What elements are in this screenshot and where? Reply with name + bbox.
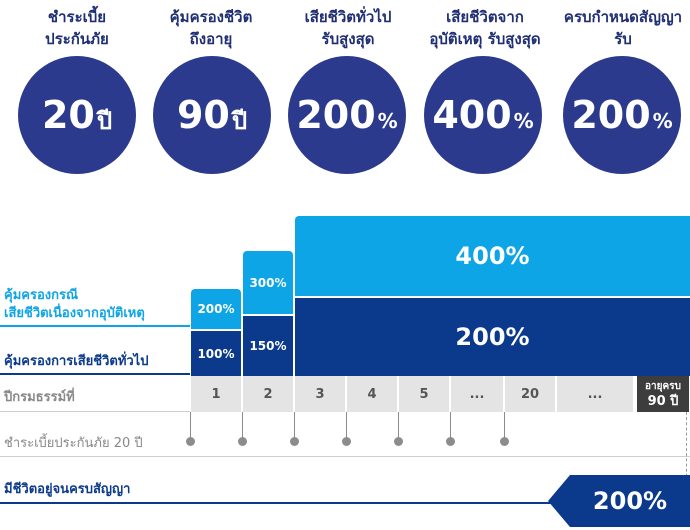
header-line1: คุ้มครองชีวิต	[169, 8, 253, 26]
bar-y2-accident: 300%	[243, 251, 293, 314]
maturity-badge-shape	[548, 475, 690, 527]
circle-value: 20	[41, 93, 95, 137]
header-death-general: เสียชีวิตทั่วไป รับสูงสุด	[278, 6, 418, 50]
bar-label: 400%	[455, 242, 530, 270]
legend-accident-underline	[0, 325, 190, 327]
bar-y3-general: 200%	[295, 298, 690, 376]
bar-label: 100%	[197, 346, 235, 361]
maturity-value-text: 200%	[592, 487, 668, 515]
maturity-value: 200%	[570, 475, 690, 527]
premium-tick	[242, 412, 243, 438]
legend-general: คุ้มครองการเสียชีวิตทั่วไป	[4, 354, 149, 369]
circle-death-general: 200 %	[288, 56, 406, 174]
bar-label: 200%	[455, 323, 530, 351]
policy-year-label: ปีกรมธรรม์ที่	[4, 390, 75, 405]
legend-accident-line1: คุ้มครองกรณี	[4, 288, 79, 303]
bar-label: 150%	[249, 339, 287, 353]
premium-tick	[190, 412, 191, 438]
legend-general-underline	[0, 373, 190, 375]
premium-tick	[294, 412, 295, 438]
header-death-accident: เสียชีวิตจาก อุบัติเหตุ รับสูงสุด	[415, 6, 555, 50]
premium-dot	[186, 437, 195, 446]
premium-dot	[238, 437, 247, 446]
maturity-arrow-badge	[548, 475, 690, 527]
premium-dot	[500, 437, 509, 446]
bar-label: 300%	[249, 275, 287, 290]
premium-dot	[446, 437, 455, 446]
premium-tick	[504, 412, 505, 438]
circle-maturity: 200 %	[563, 56, 681, 174]
policy-year-cell: ...	[451, 376, 503, 412]
bar-y2-general: 150%	[243, 316, 293, 376]
header-line2: ประกันภัย	[45, 30, 109, 48]
premium-underline	[0, 456, 690, 457]
header-line2: อุบัติเหตุ รับสูงสุด	[429, 30, 541, 48]
header-line2: รับสูงสุด	[321, 30, 375, 48]
header-line1: ครบกำหนดสัญญา	[563, 8, 683, 26]
circle-unit: %	[652, 109, 673, 133]
policy-year-cell: 5	[399, 376, 449, 412]
premium-dot	[290, 437, 299, 446]
end-cell-line2: 90 ปี	[647, 394, 679, 409]
header-coverage: คุ้มครองชีวิต ถึงอายุ	[141, 6, 281, 50]
premium-tick	[346, 412, 347, 438]
maturity-label: มีชีวิตอยู่จนครบสัญญา	[4, 482, 131, 497]
legend-accident-line2: เสียชีวิตเนื่องจากอุบัติเหตุ	[4, 306, 145, 321]
policy-year-cell: 1	[191, 376, 241, 412]
policy-year-end-cell: อายุครบ 90 ปี	[637, 376, 689, 412]
premium-label: ชำระเบี้ยประกันภัย 20 ปี	[4, 436, 143, 451]
policy-year-cell: 2	[243, 376, 293, 412]
header-line2: รับ	[614, 30, 632, 48]
circle-value: 200	[571, 93, 651, 137]
maturity-underline	[0, 502, 555, 504]
bar-y3-accident: 400%	[295, 216, 690, 296]
circle-value: 400	[432, 93, 512, 137]
policy-year-cell: ...	[557, 376, 633, 412]
header-premium: ชำระเบี้ย ประกันภัย	[7, 6, 147, 50]
bar-y1-accident: 200%	[191, 289, 241, 329]
policy-year-cell: 4	[347, 376, 397, 412]
bar-y1-general: 100%	[191, 331, 241, 376]
premium-tick	[450, 412, 451, 438]
premium-dot	[342, 437, 351, 446]
circle-value: 90	[176, 93, 230, 137]
header-line2: ถึงอายุ	[189, 30, 233, 48]
end-cell-line1: อายุครบ	[645, 381, 681, 392]
legend-accident: คุ้มครองกรณี เสียชีวิตเนื่องจากอุบัติเหต…	[4, 287, 145, 323]
circle-coverage-age: 90 ปี	[153, 56, 271, 174]
bar-label: 200%	[197, 302, 235, 316]
circle-unit: %	[513, 109, 534, 133]
maturity-dashed-line	[686, 412, 687, 482]
circle-unit: ปี	[96, 106, 113, 135]
premium-dot	[394, 437, 403, 446]
policy-year-underline	[0, 411, 190, 412]
circle-premium-years: 20 ปี	[18, 56, 136, 174]
policy-year-cell: 3	[295, 376, 345, 412]
circle-unit: ปี	[231, 106, 248, 135]
circle-death-accident: 400 %	[424, 56, 542, 174]
policy-year-cell: 20	[505, 376, 555, 412]
header-line1: ชำระเบี้ย	[47, 8, 107, 26]
premium-tick	[398, 412, 399, 438]
header-line1: เสียชีวิตจาก	[446, 8, 524, 26]
header-maturity: ครบกำหนดสัญญา รับ	[553, 6, 690, 50]
circle-unit: %	[377, 109, 398, 133]
header-line1: เสียชีวิตทั่วไป	[304, 8, 392, 26]
circle-value: 200	[296, 93, 376, 137]
